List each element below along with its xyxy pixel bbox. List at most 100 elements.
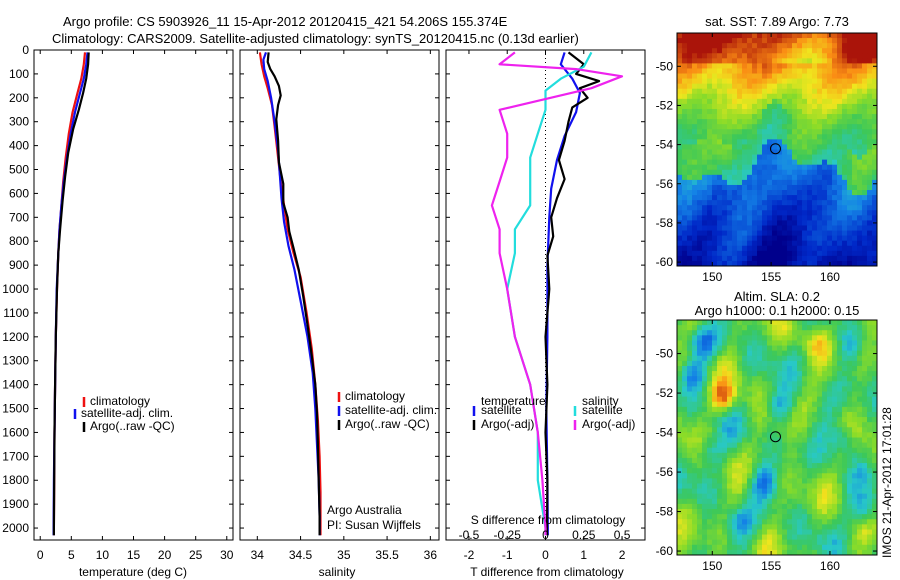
heatmap-cell [767, 245, 773, 252]
heatmap-cell [812, 43, 818, 49]
heatmap-cell [842, 205, 848, 211]
heatmap-cell [862, 174, 868, 181]
heatmap-cell [717, 391, 723, 398]
heatmap-cell [862, 376, 868, 382]
heatmap-cell [732, 184, 738, 191]
heatmap-cell [862, 63, 868, 69]
heatmap-cell [762, 514, 768, 520]
heatmap-cell [797, 529, 803, 535]
heatmap-cell [867, 493, 873, 500]
heatmap-cell [677, 427, 683, 433]
heatmap-cell [697, 514, 703, 520]
heatmap-cell [792, 200, 798, 206]
heatmap-cell [687, 230, 693, 237]
heatmap-cell [872, 83, 877, 90]
heatmap-cell [862, 350, 868, 357]
heatmap-cell [682, 235, 688, 242]
heatmap-cell [867, 119, 873, 125]
heatmap-cell [832, 350, 838, 357]
heatmap-cell [742, 376, 748, 382]
heatmap-cell [687, 174, 693, 181]
heatmap-cell [837, 58, 843, 64]
heatmap-cell [707, 355, 713, 362]
heatmap-cell [782, 493, 788, 500]
heatmap-cell [777, 169, 783, 176]
heatmap-cell [867, 519, 873, 525]
heatmap-cell [852, 139, 858, 145]
heatmap-cell [712, 230, 718, 237]
heatmap-cell [772, 179, 778, 186]
heatmap-cell [862, 549, 868, 555]
heatmap-cell [727, 340, 733, 346]
heatmap-cell [862, 320, 868, 326]
heatmap-cell [772, 417, 778, 423]
heatmap-cell [742, 179, 748, 186]
heatmap-cell [777, 108, 783, 115]
heatmap-cell [677, 88, 683, 95]
heatmap-cell [717, 437, 723, 444]
heatmap-cell [767, 210, 773, 216]
heatmap-cell [822, 149, 828, 155]
imos-timestamp-label: IMOS 21-Apr-2012 17:01:28 [880, 407, 894, 558]
heatmap-cell [702, 411, 708, 418]
heatmap-cell [692, 134, 698, 140]
heatmap-cell [797, 48, 803, 54]
heatmap-cell [707, 129, 713, 135]
heatmap-cell [742, 519, 748, 525]
heatmap-cell [682, 473, 688, 479]
heatmap-cell [867, 38, 873, 44]
heatmap-cell [692, 447, 698, 454]
heatmap-cell [807, 524, 813, 530]
heatmap-cell [767, 437, 773, 444]
heatmap-cell [812, 220, 818, 226]
heatmap-cell [802, 417, 808, 423]
heatmap-cell [817, 114, 823, 120]
heatmap-cell [762, 376, 768, 382]
heatmap-cell [757, 524, 763, 530]
heatmap-cell [802, 33, 808, 39]
heatmap-cell [827, 240, 833, 247]
heatmap-cell [692, 190, 698, 196]
heatmap-cell [772, 245, 778, 252]
heatmap-cell [787, 355, 793, 362]
heatmap-cell [857, 144, 863, 150]
heatmap-cell [807, 240, 813, 247]
heatmap-cell [807, 58, 813, 64]
heatmap-cell [737, 488, 743, 495]
heatmap-cell [822, 88, 828, 95]
heatmap-cell [797, 365, 803, 372]
heatmap-cell [727, 124, 733, 130]
heatmap-cell [797, 134, 803, 140]
heatmap-cell [677, 159, 683, 166]
heatmap-cell [697, 205, 703, 211]
heatmap-cell [762, 103, 768, 110]
heatmap-cell [812, 200, 818, 206]
heatmap-cell [847, 498, 853, 505]
heatmap-cell [702, 63, 708, 69]
heatmap-cell [762, 371, 768, 377]
heatmap-cell [782, 124, 788, 130]
heatmap-cell [867, 320, 873, 326]
heatmap-cell [687, 184, 693, 191]
heatmap-cell [807, 493, 813, 500]
heatmap-cell [802, 498, 808, 505]
heatmap-cell [702, 320, 708, 326]
heatmap-cell [837, 330, 843, 336]
heatmap-cell [832, 463, 838, 469]
heatmap-cell [832, 93, 838, 100]
heatmap-cell [702, 401, 708, 408]
heatmap-cell [797, 330, 803, 336]
heatmap-cell [692, 483, 698, 489]
heatmap-cell [832, 325, 838, 331]
heatmap-cell [702, 154, 708, 161]
heatmap-cell [827, 452, 833, 459]
heatmap-cell [827, 174, 833, 181]
heatmap-cell [692, 534, 698, 541]
heatmap-cell [702, 539, 708, 546]
heatmap-cell [772, 498, 778, 505]
heatmap-cell [857, 83, 863, 90]
heatmap-cell [827, 524, 833, 530]
heatmap-cell [847, 210, 853, 216]
heatmap-cell [697, 63, 703, 69]
heatmap-cell [862, 255, 868, 262]
